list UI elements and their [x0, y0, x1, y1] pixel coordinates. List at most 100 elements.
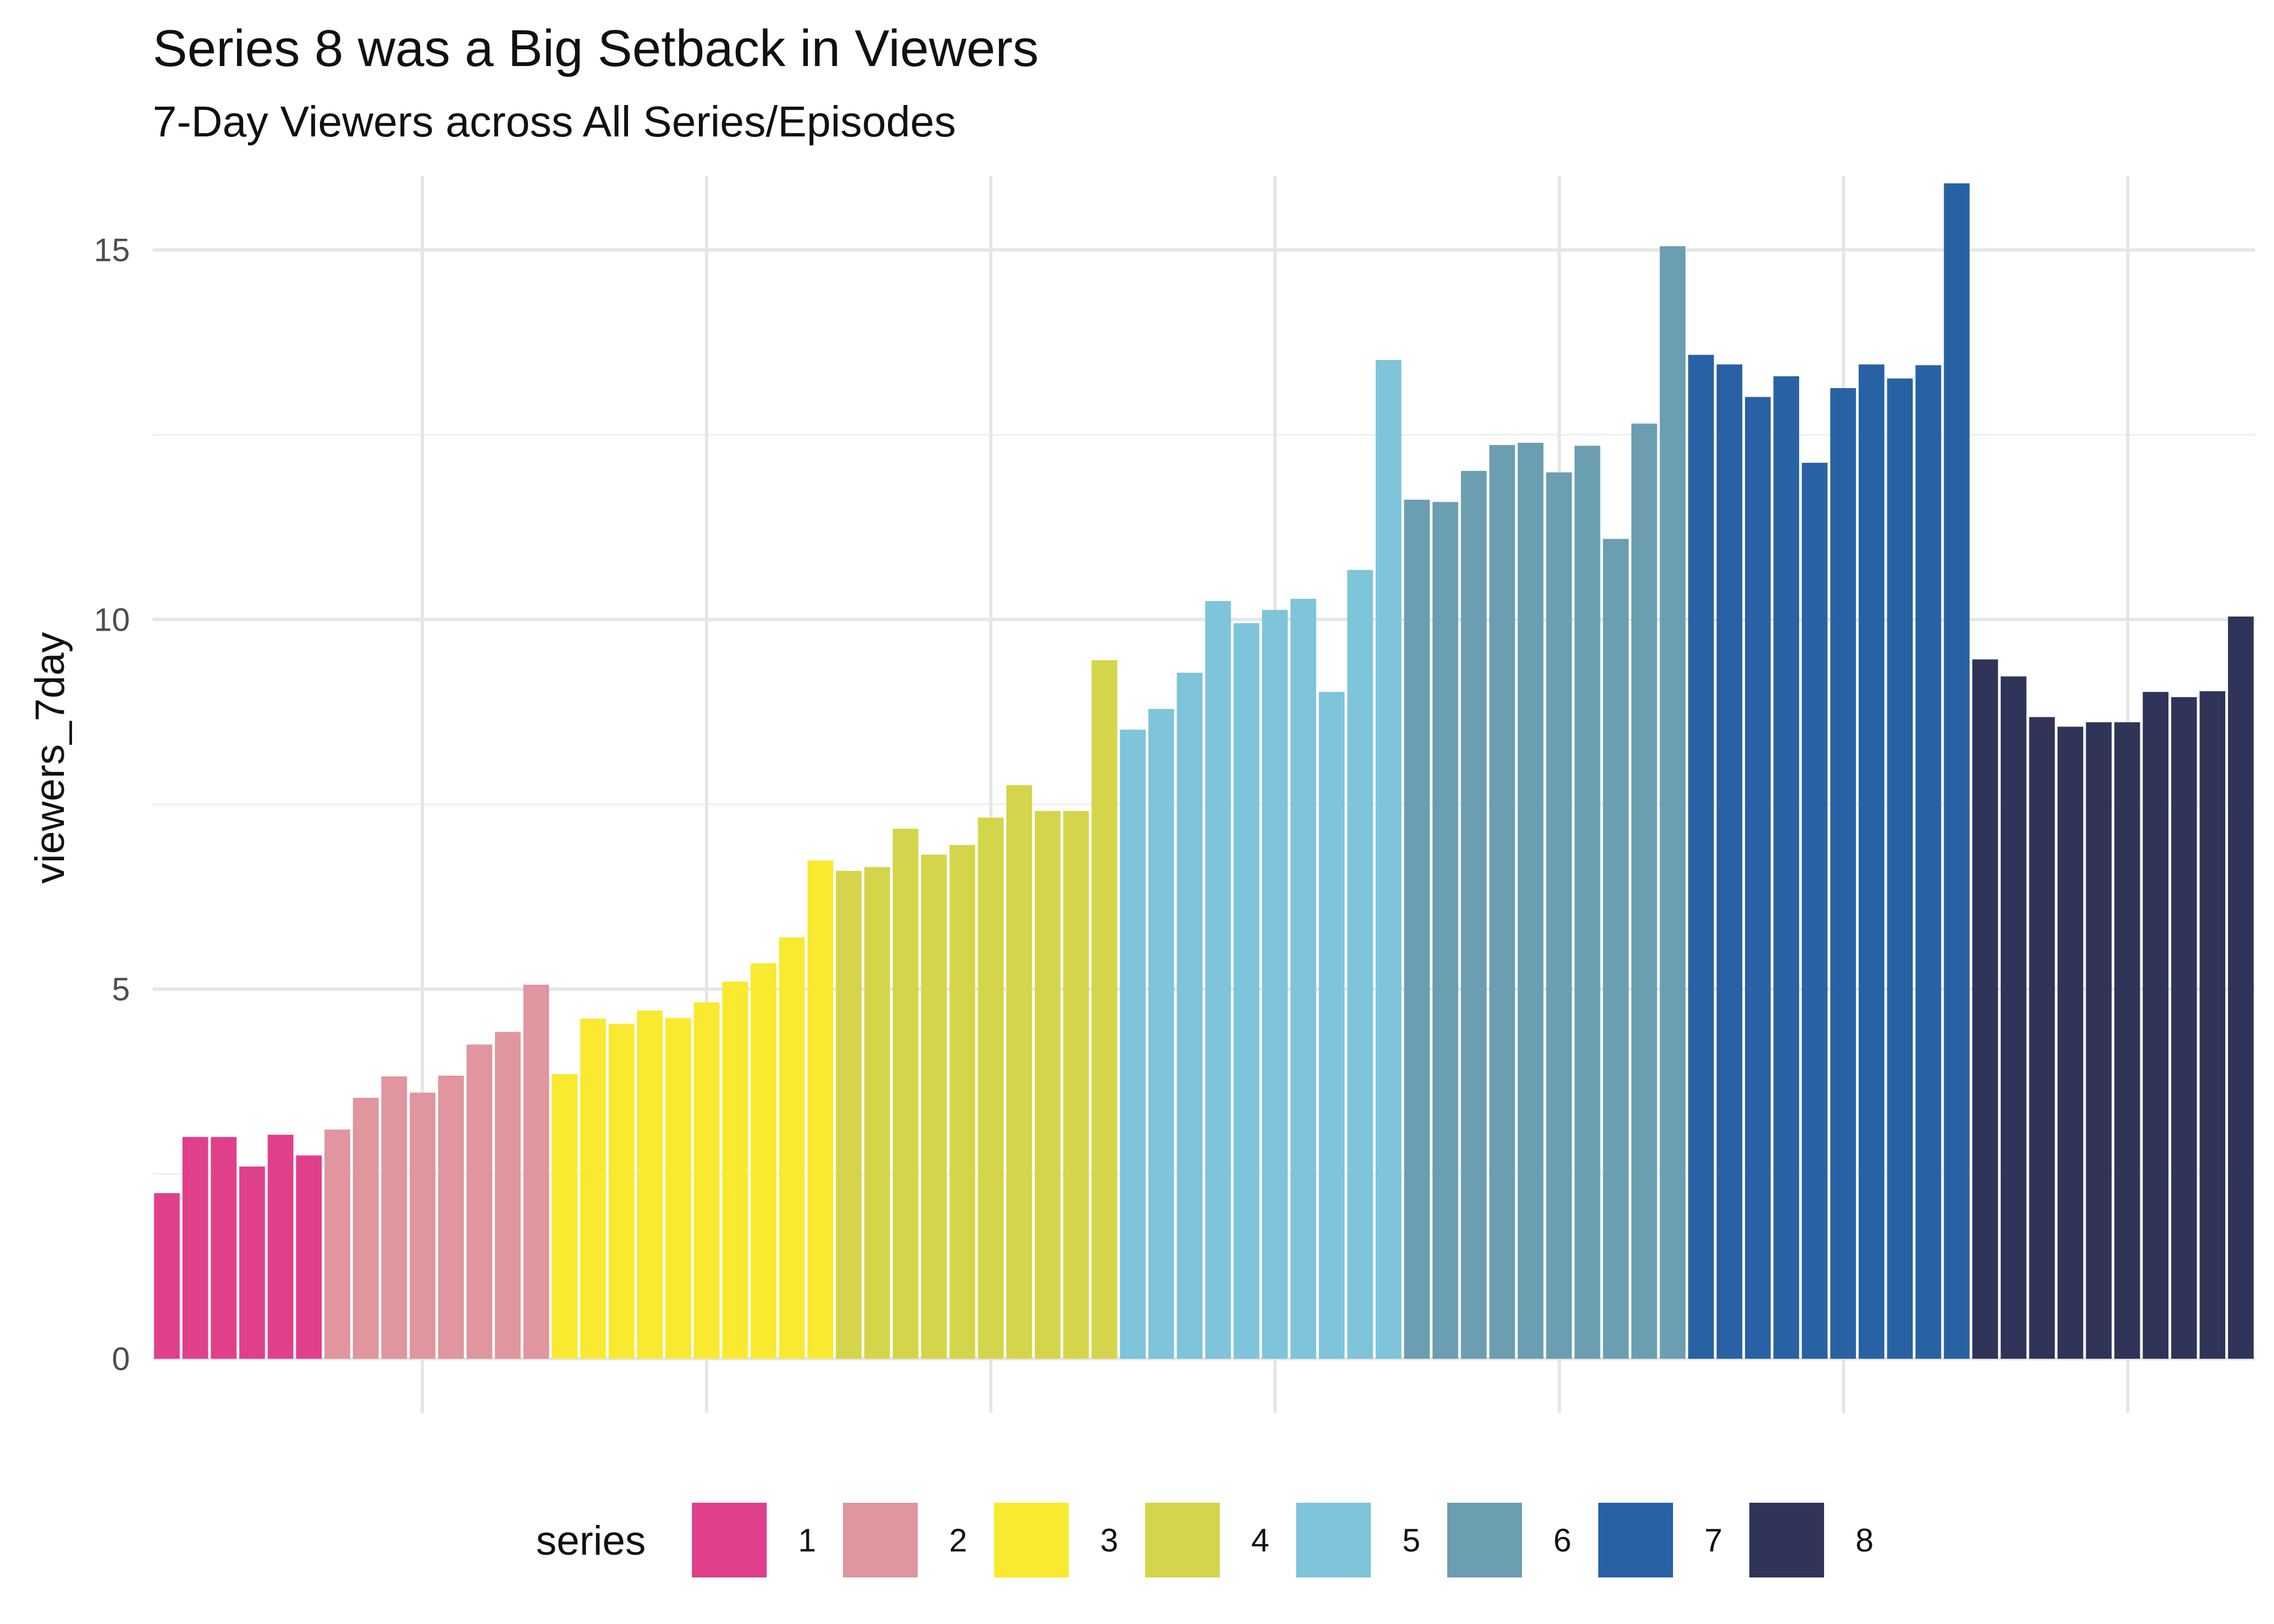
- bar-series-4: [1092, 660, 1118, 1359]
- bar-series-2: [324, 1129, 350, 1359]
- bar-series-6: [1659, 246, 1686, 1359]
- bar-series-3: [694, 1002, 720, 1359]
- bar-series-5: [1318, 692, 1345, 1359]
- legend-key-series-7: [1598, 1503, 1673, 1577]
- bar-series-7: [1915, 365, 1942, 1359]
- bar-series-3: [722, 981, 748, 1359]
- y-tick-label: 15: [94, 232, 130, 269]
- bar-series-1: [267, 1135, 293, 1359]
- legend-key-series-3: [994, 1503, 1069, 1577]
- bar-series-3: [637, 1010, 663, 1359]
- bar-series-8: [2142, 692, 2169, 1359]
- bar-series-7: [1773, 376, 1799, 1359]
- bar-series-3: [750, 963, 776, 1359]
- bar-series-4: [978, 817, 1004, 1359]
- legend-key-series-4: [1145, 1503, 1220, 1577]
- bar-series-8: [2228, 616, 2254, 1359]
- legend-key-series-6: [1447, 1503, 1522, 1577]
- bar-series-5: [1262, 610, 1288, 1359]
- bar-series-2: [352, 1097, 379, 1359]
- bar-series-6: [1518, 442, 1544, 1359]
- bar-series-3: [609, 1024, 635, 1359]
- bar-series-5: [1375, 360, 1402, 1359]
- bar-series-8: [2086, 722, 2112, 1359]
- bar-series-5: [1148, 709, 1174, 1359]
- bar-series-6: [1546, 472, 1572, 1359]
- bar-series-3: [779, 937, 805, 1359]
- bar-series-2: [409, 1092, 436, 1359]
- bar-series-1: [296, 1155, 322, 1359]
- legend-key-series-5: [1296, 1503, 1371, 1577]
- bar-series-6: [1404, 500, 1430, 1359]
- bar-series-3: [580, 1018, 606, 1359]
- bar-series-8: [2029, 717, 2055, 1359]
- bar-series-4: [1063, 811, 1089, 1359]
- bar-series-7: [1744, 397, 1771, 1359]
- legend-label-series-4: 4: [1251, 1522, 1269, 1558]
- y-axis-title: viewers_7day: [27, 632, 73, 884]
- bar-series-2: [495, 1032, 521, 1359]
- legend-label-series-6: 6: [1553, 1522, 1571, 1558]
- bar-series-2: [523, 984, 550, 1359]
- bar-series-1: [239, 1166, 265, 1359]
- legend-title: series: [536, 1518, 646, 1564]
- bar-series-8: [2199, 691, 2226, 1359]
- bar-series-5: [1120, 729, 1146, 1359]
- legend-key-series-1: [692, 1503, 767, 1577]
- bar-series-4: [921, 854, 947, 1359]
- bar-series-6: [1461, 470, 1487, 1359]
- bar-series-6: [1631, 423, 1657, 1359]
- bar-series-2: [466, 1044, 493, 1359]
- legend-label-series-8: 8: [1855, 1522, 1873, 1558]
- chart-subtitle: 7-Day Viewers across All Series/Episodes: [153, 97, 956, 146]
- bar-series-1: [182, 1137, 208, 1359]
- y-tick-label: 5: [112, 971, 130, 1007]
- bar-series-4: [864, 867, 890, 1359]
- bar-series-7: [1716, 364, 1742, 1359]
- bar-series-3: [807, 860, 833, 1359]
- bar-series-3: [665, 1018, 691, 1359]
- bar-series-5: [1205, 601, 1231, 1359]
- bar-series-2: [381, 1076, 407, 1359]
- bar-series-4: [892, 828, 919, 1359]
- bar-series-5: [1233, 623, 1259, 1359]
- y-axis-ticks: 0 5 10 15: [94, 232, 130, 1377]
- bar-series-7: [1858, 364, 1885, 1359]
- y-tick-label: 0: [112, 1341, 130, 1377]
- bar-series-5: [1347, 569, 1373, 1359]
- bar-series-7: [1688, 355, 1714, 1359]
- bar-series-8: [2057, 726, 2083, 1359]
- legend-label-series-7: 7: [1704, 1522, 1722, 1558]
- bar-series-5: [1290, 599, 1316, 1359]
- bar-series-7: [1830, 388, 1856, 1359]
- y-tick-label: 10: [94, 601, 130, 638]
- bar-series-3: [552, 1074, 578, 1359]
- bar-series-1: [154, 1193, 180, 1359]
- bar-series-7: [1887, 378, 1913, 1359]
- bar-series-5: [1177, 672, 1203, 1359]
- legend-label-series-2: 2: [949, 1522, 967, 1558]
- bar-series-6: [1574, 446, 1600, 1359]
- bar-series-6: [1489, 445, 1515, 1359]
- legend-label-series-5: 5: [1402, 1522, 1420, 1558]
- bar-series-4: [835, 870, 862, 1359]
- bar-series-8: [2171, 697, 2197, 1359]
- bar-series-6: [1432, 502, 1459, 1359]
- legend-label-series-1: 1: [798, 1522, 816, 1558]
- bar-series-8: [2114, 722, 2140, 1359]
- legend-items: 1 2 3 4 5 6 7 8: [692, 1503, 1873, 1577]
- bar-series-4: [1006, 785, 1033, 1359]
- bar-series-8: [2001, 676, 2027, 1359]
- bar-series-7: [1801, 462, 1828, 1359]
- bar-series-8: [1972, 659, 1998, 1359]
- legend-label-series-3: 3: [1100, 1522, 1118, 1558]
- bar-series-4: [949, 844, 976, 1359]
- bars: [154, 183, 2254, 1359]
- bar-series-7: [1944, 183, 1970, 1359]
- bar-series-4: [1035, 811, 1061, 1359]
- legend-key-series-2: [843, 1503, 918, 1577]
- bar-series-6: [1603, 539, 1629, 1359]
- legend-key-series-8: [1749, 1503, 1824, 1577]
- legend: series 1 2 3 4 5 6 7 8: [536, 1503, 1873, 1577]
